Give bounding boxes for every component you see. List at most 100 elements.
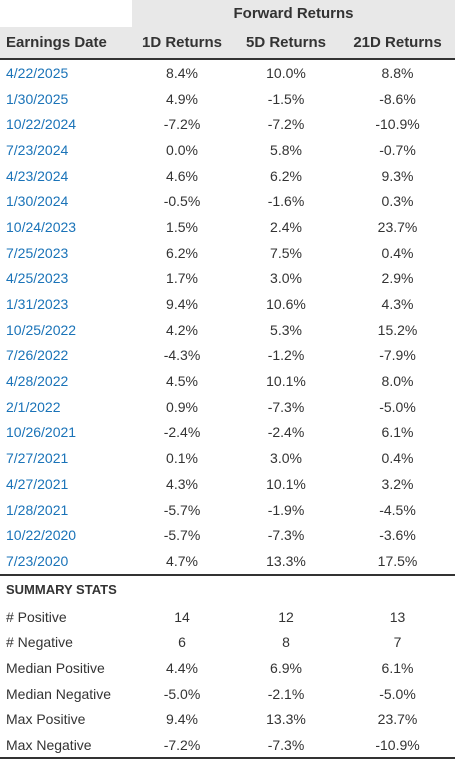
return-21d-cell: 0.3%: [381, 193, 414, 210]
summary-stat-label: Median Positive: [6, 659, 105, 676]
summary-21d-value: -10.9%: [375, 737, 420, 754]
summary-1d-value: 6: [178, 634, 186, 651]
table-row: 10/25/2022 4.2% 5.3% 15.2%: [0, 317, 455, 343]
21d-returns-header: 21D Returns: [340, 27, 456, 60]
return-1d-cell: 9.4%: [166, 296, 198, 313]
return-5d-cell: -1.9%: [267, 501, 305, 518]
return-1d-cell: -5.7%: [163, 501, 201, 518]
return-21d-cell: 3.2%: [381, 475, 414, 492]
return-1d-cell: -2.4%: [163, 424, 201, 441]
return-21d-cell: 23.7%: [377, 218, 418, 235]
table-header: Forward Returns Earnings Date 1D Returns…: [0, 0, 456, 60]
earnings-date-link[interactable]: 1/30/2025: [6, 90, 69, 107]
return-21d-cell: -7.9%: [379, 347, 416, 364]
earnings-date-link[interactable]: 4/28/2022: [6, 373, 69, 390]
return-21d-cell: -0.7%: [379, 141, 416, 158]
return-1d-cell: 0.1%: [166, 450, 198, 467]
return-1d-cell: -7.2%: [163, 116, 201, 133]
summary-stat-row: Max Positive 9.4% 13.3% 23.7%: [0, 707, 455, 733]
return-21d-cell: 6.1%: [381, 424, 414, 441]
summary-21d-value: 23.7%: [377, 711, 418, 728]
earnings-date-link[interactable]: 10/26/2021: [6, 424, 77, 441]
return-21d-cell: 8.8%: [381, 64, 414, 81]
return-21d-cell: 8.0%: [381, 373, 414, 390]
return-1d-cell: 4.3%: [166, 475, 198, 492]
summary-21d-value: -5.0%: [379, 685, 416, 702]
summary-stat-label: # Positive: [6, 608, 67, 625]
earnings-date-link[interactable]: 1/28/2021: [6, 501, 69, 518]
earnings-date-header: Earnings Date: [0, 27, 132, 60]
return-5d-cell: 5.8%: [270, 141, 302, 158]
return-1d-cell: -4.3%: [163, 347, 201, 364]
earnings-date-link[interactable]: 10/22/2024: [6, 116, 77, 133]
return-5d-cell: 3.0%: [270, 270, 302, 287]
summary-stat-row: Max Negative -7.2% -7.3% -10.9%: [0, 732, 455, 758]
return-21d-cell: -5.0%: [379, 398, 416, 415]
summary-5d-value: 6.9%: [270, 659, 302, 676]
return-21d-cell: 15.2%: [377, 321, 418, 338]
table-row: 7/23/2020 4.7% 13.3% 17.5%: [0, 548, 455, 575]
return-5d-cell: 3.0%: [270, 450, 302, 467]
earnings-date-link[interactable]: 4/27/2021: [6, 475, 69, 492]
return-5d-cell: 10.6%: [266, 296, 306, 313]
return-5d-cell: -1.5%: [267, 90, 305, 107]
return-5d-cell: 10.1%: [266, 373, 306, 390]
table-row: 10/22/2020 -5.7% -7.3% -3.6%: [0, 522, 455, 548]
forward-returns-header: Forward Returns: [132, 0, 456, 27]
earnings-date-link[interactable]: 4/25/2023: [6, 270, 69, 287]
earnings-date-link[interactable]: 7/23/2024: [6, 141, 69, 158]
table-row: 10/26/2021 -2.4% -2.4% 6.1%: [0, 420, 455, 446]
summary-1d-value: 9.4%: [166, 711, 198, 728]
summary-title: SUMMARY STATS: [0, 573, 456, 604]
return-21d-cell: 17.5%: [377, 552, 418, 569]
earnings-date-link[interactable]: 1/30/2024: [6, 193, 69, 210]
return-1d-cell: -0.5%: [163, 193, 201, 210]
return-21d-cell: -10.9%: [375, 116, 420, 133]
earnings-date-link[interactable]: 4/22/2025: [6, 64, 69, 81]
table-row: 4/25/2023 1.7% 3.0% 2.9%: [0, 266, 455, 292]
earnings-date-link[interactable]: 1/31/2023: [6, 296, 69, 313]
table-bottom-border: [0, 757, 455, 759]
table-row: 1/30/2024 -0.5% -1.6% 0.3%: [0, 188, 455, 214]
summary-title-row: SUMMARY STATS: [0, 573, 456, 604]
earnings-date-link[interactable]: 10/25/2022: [6, 321, 77, 338]
summary-stat-row: Median Negative -5.0% -2.1% -5.0%: [0, 681, 455, 707]
earnings-date-link[interactable]: 2/1/2022: [6, 398, 61, 415]
5d-returns-header: 5D Returns: [232, 27, 340, 60]
table-row: 4/22/2025 8.4% 10.0% 8.8%: [0, 59, 455, 86]
summary-stat-label: Max Positive: [6, 711, 86, 728]
earnings-date-link[interactable]: 10/22/2020: [6, 527, 77, 544]
header-blank-cell: [0, 0, 132, 27]
earnings-date-link[interactable]: 4/23/2024: [6, 167, 69, 184]
table-body: 4/22/2025 8.4% 10.0% 8.8% 1/30/2025 4.9% -1.5%…: [0, 59, 455, 575]
summary-1d-value: 14: [174, 608, 190, 625]
earnings-date-link[interactable]: 7/23/2020: [6, 552, 69, 569]
summary-21d-value: 7: [393, 634, 402, 651]
return-21d-cell: -8.6%: [379, 90, 416, 107]
summary-1d-value: 4.4%: [166, 659, 198, 676]
table-row: 4/28/2022 4.5% 10.1% 8.0%: [0, 368, 455, 394]
return-5d-cell: 5.3%: [270, 321, 302, 338]
header-group-row: Forward Returns: [0, 0, 456, 27]
table-row: 2/1/2022 0.9% -7.3% -5.0%: [0, 394, 455, 420]
return-1d-cell: -5.7%: [163, 527, 201, 544]
summary-stat-row: Median Positive 4.4% 6.9% 6.1%: [0, 655, 455, 681]
return-21d-cell: -4.5%: [379, 501, 416, 518]
table-row: 10/24/2023 1.5% 2.4% 23.7%: [0, 214, 455, 240]
summary-stat-label: Max Negative: [6, 737, 92, 754]
table-row: 1/28/2021 -5.7% -1.9% -4.5%: [0, 497, 455, 523]
return-5d-cell: -7.3%: [267, 398, 305, 415]
table-row: 1/30/2025 4.9% -1.5% -8.6%: [0, 86, 455, 112]
return-1d-cell: 4.5%: [166, 373, 198, 390]
earnings-date-link[interactable]: 10/24/2023: [6, 218, 77, 235]
return-5d-cell: -1.2%: [267, 347, 305, 364]
return-1d-cell: 1.5%: [166, 218, 198, 235]
return-5d-cell: 2.4%: [270, 218, 302, 235]
earnings-date-link[interactable]: 7/25/2023: [6, 244, 69, 261]
earnings-date-link[interactable]: 7/26/2022: [6, 347, 69, 364]
return-5d-cell: 10.1%: [266, 475, 306, 492]
earnings-date-link[interactable]: 7/27/2021: [6, 450, 69, 467]
table-row: 7/27/2021 0.1% 3.0% 0.4%: [0, 445, 455, 471]
summary-5d-value: 8: [282, 634, 290, 651]
return-1d-cell: 0.0%: [166, 141, 198, 158]
